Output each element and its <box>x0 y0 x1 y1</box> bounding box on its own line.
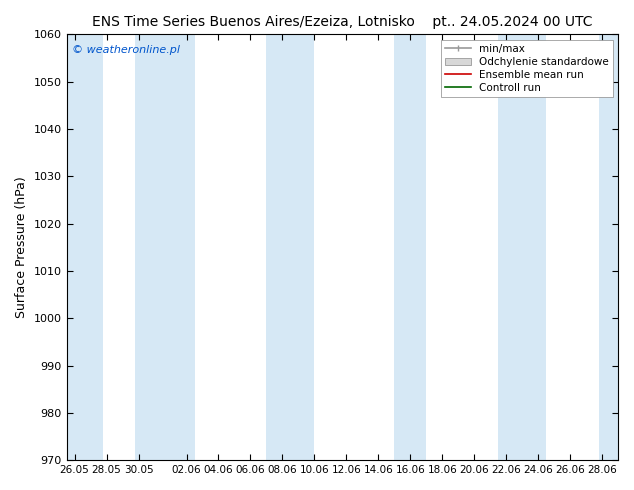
Bar <box>498 34 547 460</box>
Text: © weatheronline.pl: © weatheronline.pl <box>72 45 180 55</box>
Y-axis label: Surface Pressure (hPa): Surface Pressure (hPa) <box>15 176 28 318</box>
Bar <box>135 34 195 460</box>
Bar <box>67 34 103 460</box>
Legend: min/max, Odchylenie standardowe, Ensemble mean run, Controll run: min/max, Odchylenie standardowe, Ensembl… <box>441 40 613 97</box>
Title: ENS Time Series Buenos Aires/Ezeiza, Lotnisko    pt.. 24.05.2024 00 UTC: ENS Time Series Buenos Aires/Ezeiza, Lot… <box>92 15 593 29</box>
Bar <box>599 34 621 460</box>
Bar <box>394 34 427 460</box>
Bar <box>266 34 314 460</box>
